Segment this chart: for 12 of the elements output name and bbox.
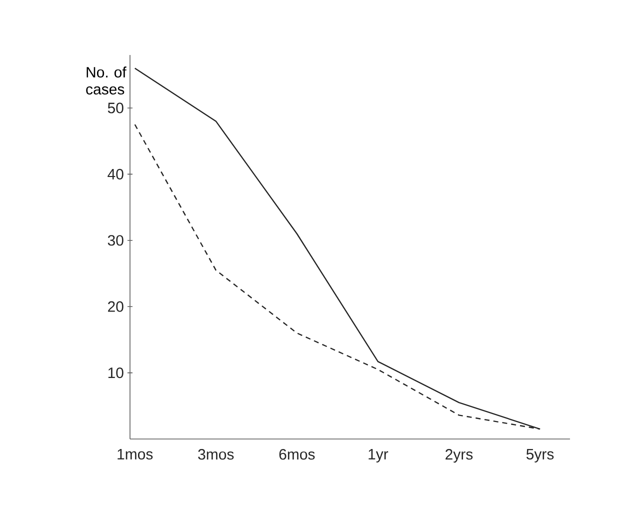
y-axis-title: No. of cases: [86, 66, 126, 95]
x-tick-label: 1mos: [118, 449, 153, 460]
x-tick-label: 5yrs: [526, 449, 554, 462]
y-tick-label: 50: [108, 102, 124, 114]
y-tick-label: 10: [108, 367, 124, 378]
y-tick-label: 20: [108, 301, 124, 312]
x-tick-label: 6mos: [279, 449, 315, 460]
x-tick-label: 3mos: [198, 449, 234, 460]
x-tick-label: 1yr: [368, 449, 388, 462]
y-tick-label: 40: [108, 168, 124, 180]
x-tick-label: 2yrs: [446, 449, 473, 463]
y-tick-label: 30: [108, 235, 124, 246]
